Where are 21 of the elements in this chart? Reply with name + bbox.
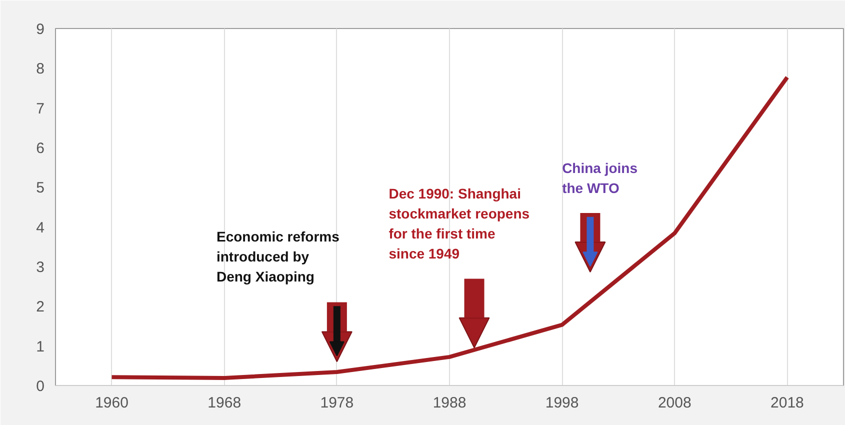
x-tick-label: 1978 xyxy=(320,394,354,412)
annotation: Dec 1990: Shanghai stockmarket reopens for the first time since 1949 xyxy=(388,186,530,262)
y-tick-label: 8 xyxy=(36,60,44,78)
y-tick-label: 1 xyxy=(36,338,44,356)
y-tick-label: 0 xyxy=(36,378,44,395)
y-tick-label: 3 xyxy=(36,259,44,276)
y-tick-label: 4 xyxy=(36,219,44,236)
y-tick-label: 2 xyxy=(36,298,44,316)
x-tick-label: 1960 xyxy=(95,394,128,412)
x-tick-label: 2018 xyxy=(770,394,804,412)
line-series xyxy=(110,75,790,380)
y-tick-label: 6 xyxy=(36,140,44,157)
annotation: China joins the WTO xyxy=(562,160,638,196)
y-tick-label: 7 xyxy=(36,100,44,118)
x-tick-label: 1988 xyxy=(432,394,466,412)
annotation: Economic reforms introduced by Deng Xiaoping xyxy=(216,228,340,284)
x-tick-label: 1998 xyxy=(545,394,579,412)
x-tick-label: 1968 xyxy=(208,394,242,412)
x-tick-label: 2008 xyxy=(658,394,692,412)
y-tick-label: 9 xyxy=(36,21,44,38)
y-tick-label: 5 xyxy=(36,180,44,197)
